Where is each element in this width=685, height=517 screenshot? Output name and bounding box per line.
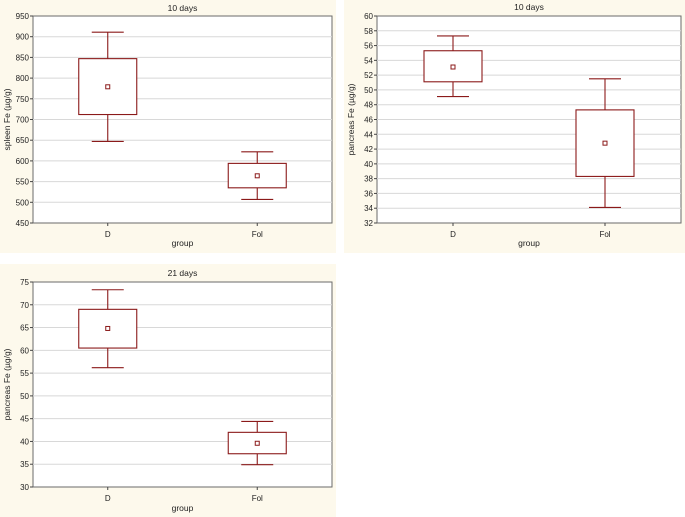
median-marker — [254, 173, 260, 179]
x-axis-label: group — [518, 238, 540, 248]
y-tick-label: 48 — [364, 101, 373, 110]
x-axis-label: group — [172, 238, 194, 248]
y-axis-label: pancreas Fe (µg/g) — [346, 83, 356, 155]
y-tick-label: 38 — [364, 175, 373, 184]
y-tick-label: 56 — [364, 42, 373, 51]
y-tick-label: 500 — [16, 198, 30, 207]
y-tick-label: 35 — [20, 460, 29, 469]
median-marker — [450, 64, 456, 70]
chart-svg-2: 30 35 40 45 50 55 60 65 70 75 D Fol 21 days group panc… — [2, 268, 333, 513]
chart-title: 10 days — [168, 3, 198, 13]
y-tick-label: 600 — [16, 157, 30, 166]
y-tick-label: 550 — [16, 178, 30, 187]
x-axis-label: group — [172, 503, 194, 513]
y-tick-label: 50 — [364, 86, 373, 95]
y-tick-label: 450 — [16, 219, 30, 228]
median-marker — [105, 84, 111, 90]
y-tick-label: 950 — [16, 12, 30, 21]
chart-title: 10 days — [514, 2, 544, 12]
median-marker — [105, 325, 111, 331]
y-tick-label: 36 — [364, 189, 373, 198]
x-tick-label: Fol — [599, 230, 610, 239]
y-tick-label: 40 — [20, 437, 29, 446]
y-tick-label: 750 — [16, 95, 30, 104]
y-tick-label: 58 — [364, 27, 373, 36]
y-tick-label: 42 — [364, 145, 373, 154]
chart-title: 21 days — [168, 268, 198, 278]
chart-svg-1: 32 34 36 38 40 42 44 46 48 50 52 54 56 58 60 D Fol 10 day… — [346, 2, 682, 248]
x-tick-label: D — [105, 230, 111, 239]
chart-panel-pancreas-21-days: 30 35 40 45 50 55 60 65 70 75 D Fol 21 days group panc… — [0, 264, 336, 517]
y-axis-label: spleen Fe (µg/g) — [2, 88, 12, 150]
y-tick-label: 32 — [364, 219, 373, 228]
y-tick-label: 75 — [20, 278, 29, 287]
y-tick-label: 850 — [16, 53, 30, 62]
y-tick-label: 800 — [16, 74, 30, 83]
x-tick-label: Fol — [252, 230, 263, 239]
y-tick-label: 40 — [364, 160, 373, 169]
y-tick-label: 55 — [20, 369, 29, 378]
y-axis-label: pancreas Fe (µg/g) — [2, 348, 12, 420]
y-tick-label: 52 — [364, 71, 373, 80]
y-tick-label: 44 — [364, 130, 373, 139]
median-marker — [254, 440, 260, 446]
chart-svg-0: 450 500 550 600 650 700 750 800 850 900 950 D Fol 10 … — [2, 3, 333, 248]
y-tick-label: 65 — [20, 324, 29, 333]
median-marker — [602, 140, 608, 146]
chart-panel-spleen-10-days: 450 500 550 600 650 700 750 800 850 900 950 D Fol 10 … — [0, 0, 336, 253]
y-tick-label: 650 — [16, 136, 30, 145]
x-tick-label: Fol — [252, 494, 263, 503]
y-tick-label: 50 — [20, 392, 29, 401]
chart-panel-pancreas-10-days: 32 34 36 38 40 42 44 46 48 50 52 54 56 58 60 D Fol 10 day… — [344, 0, 685, 253]
y-tick-label: 60 — [20, 346, 29, 355]
y-tick-label: 60 — [364, 12, 373, 21]
y-tick-label: 34 — [364, 204, 373, 213]
y-tick-label: 30 — [20, 483, 29, 492]
y-tick-label: 900 — [16, 33, 30, 42]
y-tick-label: 45 — [20, 415, 29, 424]
y-tick-label: 54 — [364, 56, 373, 65]
box-D — [78, 58, 138, 116]
y-tick-label: 700 — [16, 116, 30, 125]
x-tick-label: D — [450, 230, 456, 239]
plot-area — [32, 281, 333, 488]
y-tick-label: 46 — [364, 116, 373, 125]
x-tick-label: D — [105, 494, 111, 503]
y-tick-label: 70 — [20, 301, 29, 310]
